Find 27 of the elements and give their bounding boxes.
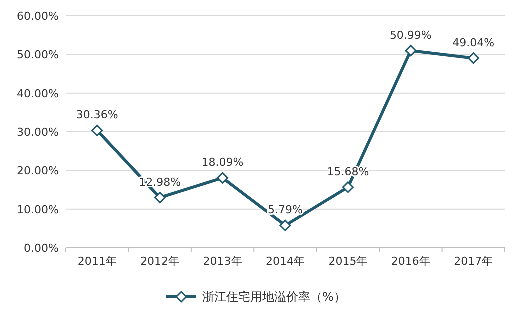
x-tick-label: 2017年 (454, 255, 494, 268)
y-tick-label: 30.00% (17, 126, 59, 139)
x-tick-label: 2011年 (78, 255, 117, 268)
data-label: 5.79% (268, 204, 303, 217)
point (154, 192, 166, 204)
point (280, 220, 292, 232)
y-tick-label: 10.00% (17, 203, 59, 216)
data-label: 49.04% (452, 36, 495, 50)
x-tick-label: 2012年 (140, 255, 180, 268)
x-tick-label: 2014年 (266, 255, 305, 268)
point (217, 172, 229, 184)
point (92, 124, 104, 136)
data-label: 18.09% (202, 156, 244, 170)
y-tick-label: 20.00% (17, 164, 59, 178)
x-tick-label: 2015年 (328, 255, 368, 268)
data-label: 50.99% (390, 28, 432, 42)
y-tick-label: 0.00% (24, 242, 59, 255)
y-tick-label: 50.00% (17, 48, 59, 62)
y-tick-label: 60.00% (17, 10, 59, 23)
legend-label: 浙江住宅用地溢价率（%） (202, 290, 346, 304)
point (468, 52, 480, 64)
data-label: 30.36% (76, 108, 118, 122)
y-tick-label: 40.00% (17, 87, 59, 100)
x-tick-label: 2013年 (203, 255, 242, 268)
point (405, 45, 417, 57)
x-tick-label: 2016年 (391, 255, 430, 268)
point (342, 182, 354, 194)
